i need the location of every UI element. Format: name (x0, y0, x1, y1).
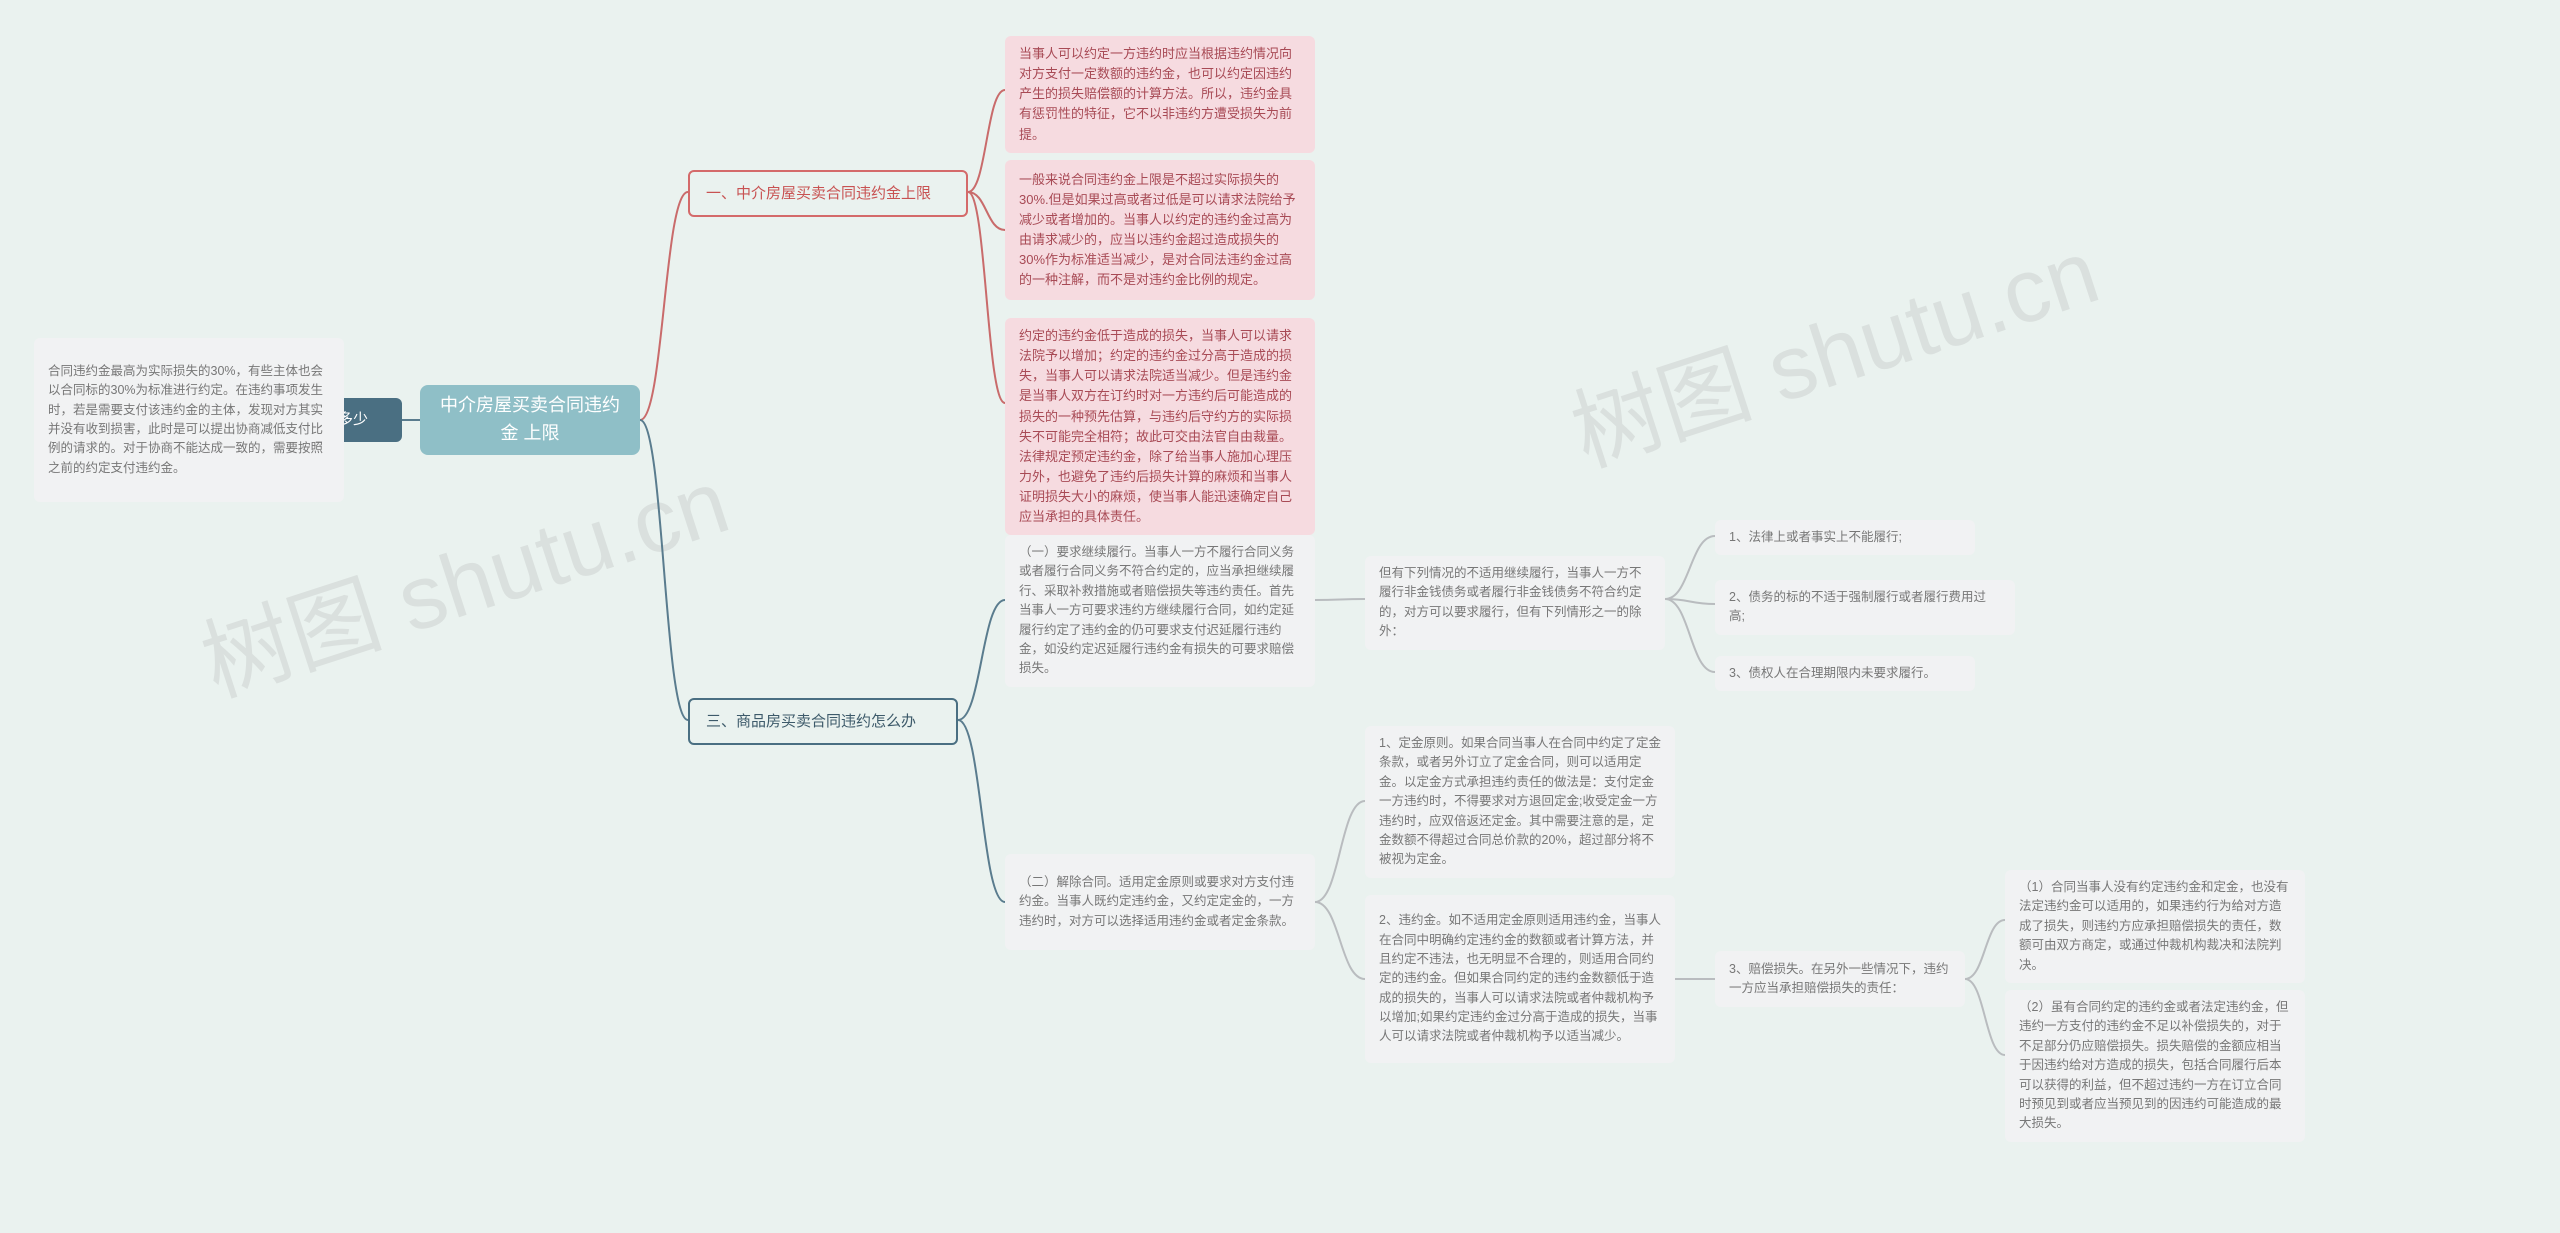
b3c2b[interactable]: 2、违约金。如不适用定金原则适用违约金，当事人在合同中明确约定违约金的数额或者计… (1365, 895, 1675, 1063)
b1c3[interactable]: 约定的违约金低于造成的损失，当事人可以请求法院予以增加；约定的违约金过分高于造成… (1005, 318, 1315, 535)
watermark: 树图 shutu.cn (1553, 199, 2112, 491)
b1c2[interactable]: 一般来说合同违约金上限是不超过实际损失的30%.但是如果过高或者过低是可以请求法… (1005, 160, 1315, 300)
b3c2a[interactable]: 1、定金原则。如果合同当事人在合同中约定了定金条款，或者另外订立了定金合同，则可… (1365, 726, 1675, 878)
b3c2b1[interactable]: 3、赔偿损失。在另外一些情况下，违约一方应当承担赔偿损失的责任： (1715, 951, 1965, 1007)
b2c1[interactable]: 合同违约金最高为实际损失的30%，有些主体也会以合同标的30%为标准进行约定。在… (34, 338, 344, 502)
b3c1a2[interactable]: 2、债务的标的不适于强制履行或者履行费用过高; (1715, 580, 2015, 635)
mindmap-canvas: 树图 shutu.cn 树图 shutu.cn 中介房屋买卖合同违约金 上限 一… (0, 0, 2560, 1233)
b1c1[interactable]: 当事人可以约定一方违约时应当根据违约情况向对方支付一定数额的违约金，也可以约定因… (1005, 36, 1315, 153)
b3c1a1[interactable]: 1、法律上或者事实上不能履行; (1715, 520, 1975, 555)
b3c1a3[interactable]: 3、债权人在合理期限内未要求履行。 (1715, 656, 1975, 691)
b3c1a[interactable]: 但有下列情况的不适用继续履行，当事人一方不履行非金钱债务或者履行非金钱债务不符合… (1365, 556, 1665, 650)
b3c2b1b[interactable]: （2）虽有合同约定的违约金或者法定违约金，但违约一方支付的违约金不足以补偿损失的… (2005, 990, 2305, 1142)
b1[interactable]: 一、中介房屋买卖合同违约金上限 (688, 170, 968, 217)
b3c1[interactable]: （一）要求继续履行。当事人一方不履行合同义务或者履行合同义务不符合约定的，应当承… (1005, 535, 1315, 687)
b3c2[interactable]: （二）解除合同。适用定金原则或要求对方支付违约金。当事人既约定违约金，又约定定金… (1005, 854, 1315, 950)
root-node[interactable]: 中介房屋买卖合同违约金 上限 (420, 385, 640, 455)
b3c2b1a[interactable]: （1）合同当事人没有约定违约金和定金，也没有法定违约金可以适用的，如果违约行为给… (2005, 870, 2305, 983)
b3[interactable]: 三、商品房买卖合同违约怎么办 (688, 698, 958, 745)
